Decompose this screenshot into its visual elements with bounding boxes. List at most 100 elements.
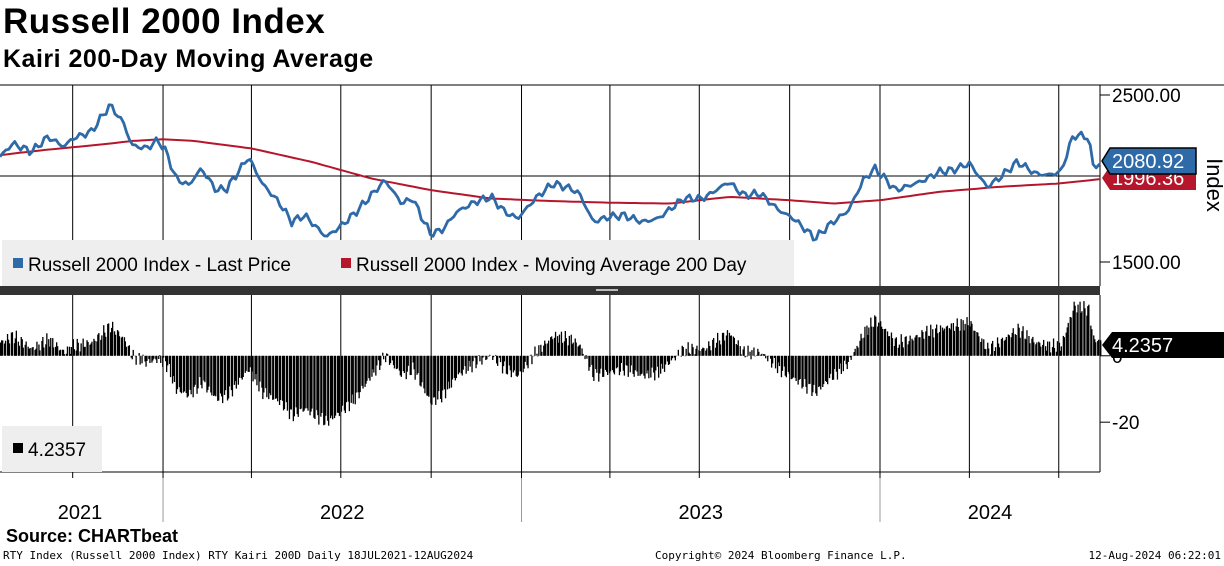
kairi-bar — [874, 315, 876, 356]
kairi-bar — [201, 355, 203, 389]
kairi-bar — [749, 351, 751, 356]
kairi-bar — [376, 355, 378, 366]
kairi-bar — [630, 355, 632, 366]
kairi-bar — [167, 355, 169, 366]
kairi-bar — [420, 355, 422, 387]
kairi-bar — [152, 355, 154, 361]
kairi-bar — [373, 355, 375, 373]
kairi-bar — [56, 342, 58, 356]
kairi-bar — [985, 349, 987, 356]
kairi-bar — [887, 336, 890, 356]
kairi-bar — [602, 355, 604, 377]
kairi-bar — [912, 340, 914, 356]
kairi-bar — [877, 326, 879, 356]
kairi-bar — [698, 350, 700, 356]
kairi-bar — [599, 355, 601, 374]
kairi-bar — [116, 330, 119, 356]
kairi-bar — [89, 344, 91, 356]
kairi-bar — [238, 355, 240, 378]
kairi-bar — [886, 331, 889, 356]
kairi-bar — [320, 355, 322, 417]
kairi-bar — [282, 355, 285, 411]
kairi-bar — [692, 347, 694, 356]
kairi-bar — [606, 355, 608, 372]
kairi-bar — [316, 355, 318, 411]
kairi-bar — [836, 355, 839, 380]
kairi-bar — [661, 355, 663, 364]
kairi-bar — [1091, 329, 1093, 356]
kairi-bar — [249, 355, 251, 368]
kairi-bar — [69, 353, 71, 356]
kairi-bar — [3, 343, 6, 356]
kairi-bar — [567, 345, 569, 356]
kairi-bar — [670, 355, 673, 361]
kairi-bar — [744, 355, 746, 358]
kairi-bar — [1032, 336, 1034, 356]
kairi-bar — [38, 344, 40, 356]
kairi-bar — [897, 347, 899, 356]
kairi-bar — [43, 347, 45, 356]
kairi-bar — [926, 325, 928, 356]
kairi-bar — [52, 338, 54, 356]
kairi-bar — [1033, 342, 1035, 356]
kairi-bar — [169, 355, 172, 378]
kairi-bar — [412, 355, 414, 363]
kairi-bar — [882, 329, 884, 356]
kairi-bar — [935, 328, 937, 356]
kairi-bar — [352, 355, 354, 404]
kairi-bar — [797, 355, 799, 385]
kairi-bar — [1097, 340, 1099, 356]
kairi-bar — [933, 337, 935, 356]
kairi-bar — [729, 335, 731, 356]
kairi-bar — [409, 355, 411, 376]
chart-subtitle: Kairi 200-Day Moving Average — [3, 45, 374, 73]
kairi-bar — [921, 330, 923, 356]
kairi-bar — [94, 340, 96, 356]
kairi-bar — [1077, 304, 1079, 356]
kairi-bar — [258, 355, 260, 392]
kairi-bar — [945, 326, 948, 356]
kairi-bar — [451, 355, 454, 380]
kairi-bar — [867, 334, 869, 356]
kairi-bar — [950, 323, 952, 356]
kairi-bar — [861, 338, 863, 356]
kairi-bar — [330, 355, 332, 419]
kairi-bar — [589, 355, 591, 367]
kairi-bar — [155, 355, 157, 360]
kairi-bar — [1038, 341, 1040, 356]
kairi-bar — [149, 355, 151, 363]
kairi-bar — [717, 332, 719, 356]
kairi-bar — [55, 346, 57, 356]
kairi-bar — [82, 338, 84, 356]
kairi-bar — [574, 338, 576, 356]
kairi-bar — [117, 331, 120, 356]
kairi-bar — [110, 332, 112, 356]
kairi-bar — [960, 319, 962, 356]
kairi-bar — [971, 323, 973, 356]
kairi-bar — [570, 334, 572, 356]
kairi-bar — [531, 355, 533, 365]
kairi-bar — [318, 355, 320, 425]
kairi-bar — [1000, 339, 1003, 356]
legend-swatch-ma — [341, 258, 351, 268]
kairi-bar — [242, 355, 244, 377]
kairi-bar — [204, 355, 206, 383]
kairi-bar — [978, 336, 980, 356]
kairi-bar — [785, 355, 787, 378]
kairi-bar — [788, 355, 790, 375]
kairi-bar — [908, 341, 910, 356]
kairi-bar — [35, 348, 37, 356]
kairi-bar — [554, 331, 557, 356]
kairi-ytick-label: -20 — [1112, 413, 1139, 434]
kairi-bar — [636, 355, 638, 372]
kairi-bar — [148, 355, 150, 360]
kairi-bar — [579, 344, 581, 356]
kairi-bar — [485, 355, 487, 360]
kairi-bar — [850, 355, 852, 360]
legend-label-ma: Russell 2000 Index - Moving Average 200 … — [356, 255, 747, 276]
kairi-bar — [1080, 312, 1082, 356]
kairi-bar — [883, 329, 886, 356]
kairi-bar — [1003, 340, 1006, 356]
kairi-bar — [981, 338, 983, 356]
kairi-bar — [585, 355, 587, 356]
